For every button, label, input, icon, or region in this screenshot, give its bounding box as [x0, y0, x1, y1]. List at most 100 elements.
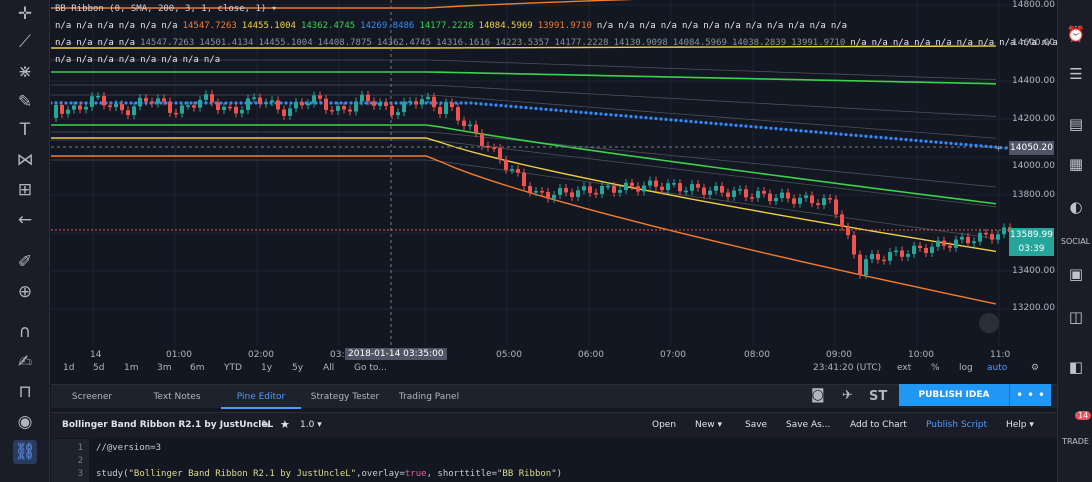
sma-dot [944, 141, 948, 145]
social-label[interactable]: SOCIAL [1060, 237, 1091, 246]
chart-canvas[interactable] [49, 0, 1057, 378]
range-all[interactable]: All [323, 363, 335, 373]
ruler-icon[interactable]: ✐ [17, 252, 33, 272]
alarm-clock-icon[interactable]: ⏰ [1066, 25, 1086, 43]
range-3m[interactable]: 3m [157, 363, 172, 373]
legend-dropdown-icon[interactable]: ▾ [271, 4, 277, 14]
watchlist-icon[interactable]: ☰ [1069, 65, 1083, 83]
open-button[interactable]: Open [652, 420, 677, 430]
sma-dot [989, 145, 993, 149]
legend-value: n/a [809, 21, 826, 31]
star-icon[interactable]: ★ [280, 418, 290, 431]
tab-screener[interactable]: Screener [71, 392, 113, 402]
utc-time[interactable]: 23:41:20 (UTC) [813, 363, 882, 373]
stocktwits-icon[interactable]: ST [869, 389, 888, 404]
add-to-chart-button[interactable]: Add to Chart [850, 420, 907, 430]
pattern-icon[interactable]: ⋈ [16, 150, 34, 170]
twitter-icon[interactable]: ✈ [842, 388, 853, 403]
go-to-button[interactable]: Go to... [354, 363, 387, 373]
calendar-icon[interactable]: ▤ [1068, 115, 1084, 133]
sma-dot [919, 139, 923, 143]
edit-pencil-icon[interactable]: ✎ [261, 418, 271, 431]
back-arrow-icon[interactable]: ← [17, 210, 33, 230]
range-1m[interactable]: 1m [124, 363, 139, 373]
publish-idea-button[interactable]: PUBLISH IDEA [899, 384, 1009, 406]
sma-dot [284, 101, 288, 105]
code-line-3[interactable]: study("Bollinger Band Ribbon R2.1 by Jus… [96, 469, 562, 479]
range-1y[interactable]: 1y [261, 363, 273, 373]
pencil-lock-icon[interactable]: ✍ [17, 352, 33, 372]
range-5d[interactable]: 5d [93, 363, 105, 373]
save-button[interactable]: Save [745, 420, 768, 430]
sma-dot [469, 101, 473, 105]
code-editor[interactable]: 1 2 3 //@version=3 study("Bollinger Band… [51, 439, 1051, 482]
candle-body [342, 106, 346, 110]
candle-body [414, 101, 418, 105]
sma-dot [734, 123, 738, 127]
tab-text-notes[interactable]: Text Notes [153, 392, 201, 402]
indicator-title[interactable]: BB Ribbon (0, SMA, 200, 3, 1, close, 1) ▾ [55, 4, 282, 14]
range-1d[interactable]: 1d [63, 363, 75, 373]
tab-trading-panel[interactable]: Trading Panel [398, 392, 460, 402]
candle-body [732, 190, 736, 197]
legend-value: 13991.9710 [791, 38, 846, 48]
notification-badge: 14 [1075, 411, 1092, 420]
range-5y[interactable]: 5y [292, 363, 304, 373]
trend-line-icon[interactable]: ⟋ [19, 32, 31, 52]
new-button[interactable]: New ▾ [695, 420, 723, 430]
candle-body [690, 184, 694, 191]
candle-body [522, 172, 526, 187]
auto-toggle[interactable]: auto [987, 363, 1008, 373]
brush-icon[interactable]: ✎ [17, 92, 33, 112]
notifications-icon[interactable]: ◧ [1068, 358, 1084, 376]
sma-dot [874, 135, 878, 139]
percent-toggle[interactable]: % [931, 363, 940, 373]
eye-icon[interactable]: ◉ [17, 412, 33, 432]
code-arg: ,overlay= [356, 469, 405, 479]
data-window-icon[interactable]: ▦ [1068, 155, 1084, 173]
line-number: 2 [77, 456, 83, 466]
candle-body [426, 96, 430, 100]
candle-body [462, 120, 466, 126]
tab-pine-editor[interactable]: Pine Editor [221, 385, 301, 409]
log-toggle[interactable]: log [959, 363, 973, 373]
legend-value: 14223.5357 [495, 38, 550, 48]
ideas-icon[interactable]: ◐ [1069, 198, 1083, 216]
link-icon[interactable]: ⛓ [13, 440, 37, 464]
zoom-in-icon[interactable]: ⊕ [17, 282, 33, 302]
chart-area[interactable] [49, 0, 1057, 378]
version-select[interactable]: 1.0 ▾ [300, 420, 322, 430]
chart-settings-icon[interactable]: ⚙ [1031, 363, 1040, 373]
candle-body [588, 186, 592, 193]
add-alert-icon[interactable]: + [995, 144, 1002, 153]
trade-label[interactable]: TRADE [1062, 437, 1089, 446]
candle-body [972, 241, 976, 244]
candle-body [774, 198, 778, 202]
text-tool-icon[interactable]: T [19, 120, 31, 140]
band-lower-yellow [51, 137, 997, 253]
camera-icon[interactable]: ◙ [811, 387, 825, 403]
candle-body [228, 106, 232, 109]
tab-strategy-tester[interactable]: Strategy Tester [310, 392, 380, 402]
candle-body [516, 169, 520, 173]
fib-tool-icon[interactable]: ⋇ [17, 62, 33, 82]
save-as-button[interactable]: Save As... [786, 420, 831, 430]
help-button[interactable]: Help ▾ [1006, 420, 1034, 430]
time-tick: 09:00 [826, 350, 852, 360]
crosshair-icon[interactable]: ✛ [17, 4, 33, 24]
publish-script-button[interactable]: Publish Script [926, 420, 988, 430]
range-6m[interactable]: 6m [190, 363, 205, 373]
candle-body [966, 236, 970, 244]
sma-dot [534, 106, 538, 111]
candle-body [366, 94, 370, 102]
code-line-1[interactable]: //@version=3 [96, 443, 162, 453]
ext-toggle[interactable]: ext [897, 363, 912, 373]
private-chat-icon[interactable]: ◫ [1068, 308, 1084, 326]
prediction-icon[interactable]: ⊞ [17, 180, 33, 200]
lock-icon[interactable]: ⊓ [18, 382, 32, 402]
chat-icon[interactable]: ▣ [1068, 265, 1084, 283]
legend-value: n/a [76, 38, 93, 48]
magnet-icon[interactable]: ∩ [18, 322, 32, 342]
more-options-button[interactable]: • • • [1009, 384, 1051, 406]
range-ytd[interactable]: YTD [224, 363, 242, 373]
